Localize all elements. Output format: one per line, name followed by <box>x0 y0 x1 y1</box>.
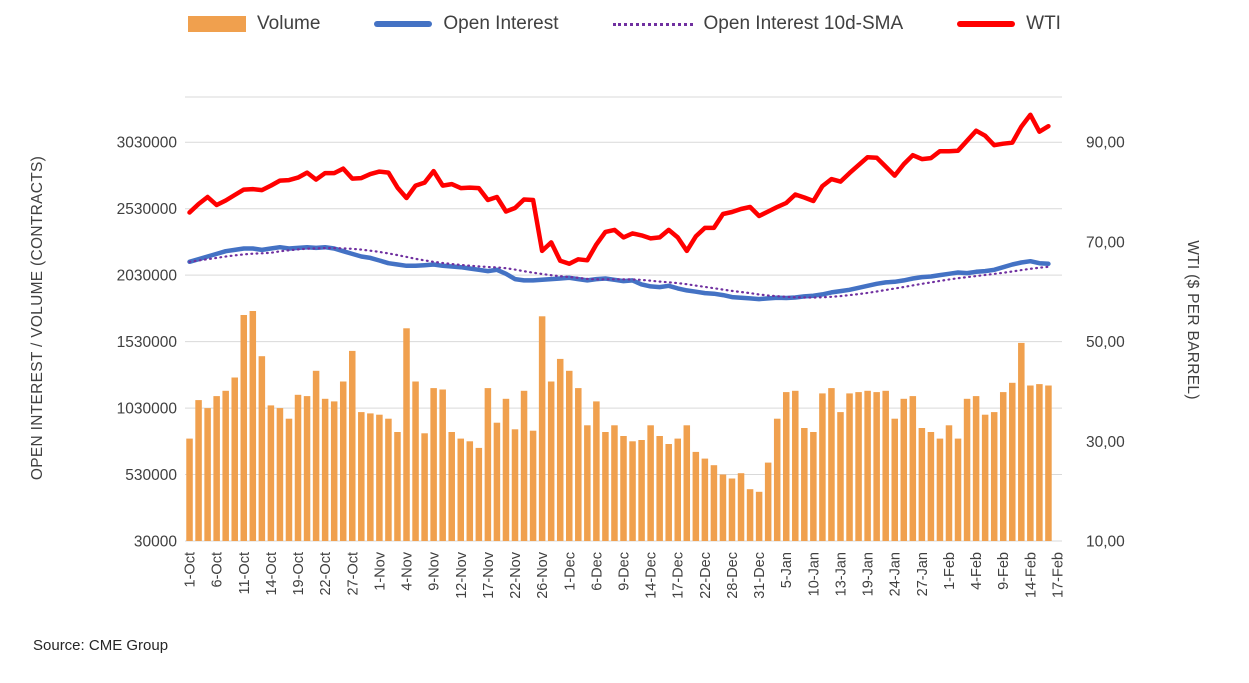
svg-text:26-Nov: 26-Nov <box>535 551 551 598</box>
svg-text:5-Jan: 5-Jan <box>779 552 795 588</box>
svg-text:11-Oct: 11-Oct <box>237 552 253 594</box>
svg-text:28-Dec: 28-Dec <box>725 552 741 599</box>
open-interest-10d-sma-line <box>188 247 1050 299</box>
svg-text:9-Dec: 9-Dec <box>617 552 633 591</box>
chart-legend: Volume Open Interest Open Interest 10d-S… <box>0 13 1249 35</box>
wti-line-swatch-icon <box>957 21 1016 27</box>
svg-text:6-Oct: 6-Oct <box>210 552 226 587</box>
svg-text:50,00: 50,00 <box>1086 334 1125 351</box>
svg-text:4-Nov: 4-Nov <box>400 551 416 590</box>
legend-item-wti: WTI <box>957 13 1061 35</box>
legend-label-volume: Volume <box>257 13 321 34</box>
svg-text:22-Dec: 22-Dec <box>698 552 714 599</box>
svg-text:24-Jan: 24-Jan <box>888 552 904 596</box>
svg-text:17-Dec: 17-Dec <box>671 552 687 599</box>
svg-text:6-Dec: 6-Dec <box>589 552 605 591</box>
svg-text:30000: 30000 <box>134 534 177 551</box>
svg-text:10-Jan: 10-Jan <box>806 552 822 596</box>
svg-text:19-Jan: 19-Jan <box>861 552 877 596</box>
svg-text:14-Feb: 14-Feb <box>1023 552 1039 598</box>
legend-label-wti: WTI <box>1026 13 1061 34</box>
svg-text:9-Nov: 9-Nov <box>427 551 443 590</box>
open-interest-sma-dotted-swatch-icon <box>612 22 693 26</box>
svg-text:70,00: 70,00 <box>1086 234 1125 251</box>
svg-text:14-Oct: 14-Oct <box>264 552 280 596</box>
svg-text:1-Dec: 1-Dec <box>562 552 578 591</box>
svg-text:3030000: 3030000 <box>117 135 178 152</box>
svg-text:22-Oct: 22-Oct <box>318 552 334 596</box>
legend-label-open-interest-sma: Open Interest 10d-SMA <box>703 13 904 34</box>
svg-text:22-Nov: 22-Nov <box>508 551 524 598</box>
svg-text:30,00: 30,00 <box>1086 434 1125 451</box>
svg-text:1-Nov: 1-Nov <box>372 551 388 590</box>
volume-bar-swatch-icon <box>188 16 247 32</box>
legend-item-open-interest-sma: Open Interest 10d-SMA <box>612 13 904 35</box>
open-interest-line-swatch-icon <box>374 21 433 27</box>
left-axis-tick-labels: 30000 530000 1030000 1530000 2030000 2530000 3… <box>117 135 178 551</box>
svg-text:17-Feb: 17-Feb <box>1051 552 1067 598</box>
open-interest-line <box>187 244 1051 302</box>
right-axis-tick-labels: 10,00 30,00 50,00 70,00 90,00 <box>1086 135 1125 551</box>
svg-text:12-Nov: 12-Nov <box>454 551 470 598</box>
svg-text:17-Nov: 17-Nov <box>481 551 497 598</box>
svg-text:31-Dec: 31-Dec <box>752 552 768 599</box>
x-axis-tick-labels: 1-Oct 6-Oct 11-Oct 14-Oct 19-Oct 22-Oct 27-Oct… <box>183 551 1067 598</box>
svg-text:27-Jan: 27-Jan <box>915 552 931 596</box>
svg-text:27-Oct: 27-Oct <box>345 552 361 596</box>
source-note: Source: CME Group <box>33 637 169 654</box>
svg-text:1-Oct: 1-Oct <box>183 552 199 587</box>
svg-text:1-Feb: 1-Feb <box>942 552 958 590</box>
svg-text:1030000: 1030000 <box>117 401 178 418</box>
svg-text:2530000: 2530000 <box>117 201 178 218</box>
svg-text:13-Jan: 13-Jan <box>834 552 850 596</box>
svg-text:4-Feb: 4-Feb <box>969 552 985 590</box>
legend-label-open-interest: Open Interest <box>443 13 559 34</box>
svg-text:530000: 530000 <box>125 467 177 484</box>
legend-item-volume: Volume <box>188 13 320 35</box>
svg-text:10,00: 10,00 <box>1086 534 1125 551</box>
volume-bars <box>186 311 1052 541</box>
svg-text:2030000: 2030000 <box>117 268 178 285</box>
svg-text:19-Oct: 19-Oct <box>291 552 307 596</box>
legend-item-open-interest: Open Interest <box>374 13 559 35</box>
svg-text:90,00: 90,00 <box>1086 135 1125 152</box>
svg-text:9-Feb: 9-Feb <box>996 552 1012 590</box>
svg-text:1530000: 1530000 <box>117 334 178 351</box>
svg-text:14-Dec: 14-Dec <box>644 552 660 599</box>
wti-line <box>187 112 1051 267</box>
